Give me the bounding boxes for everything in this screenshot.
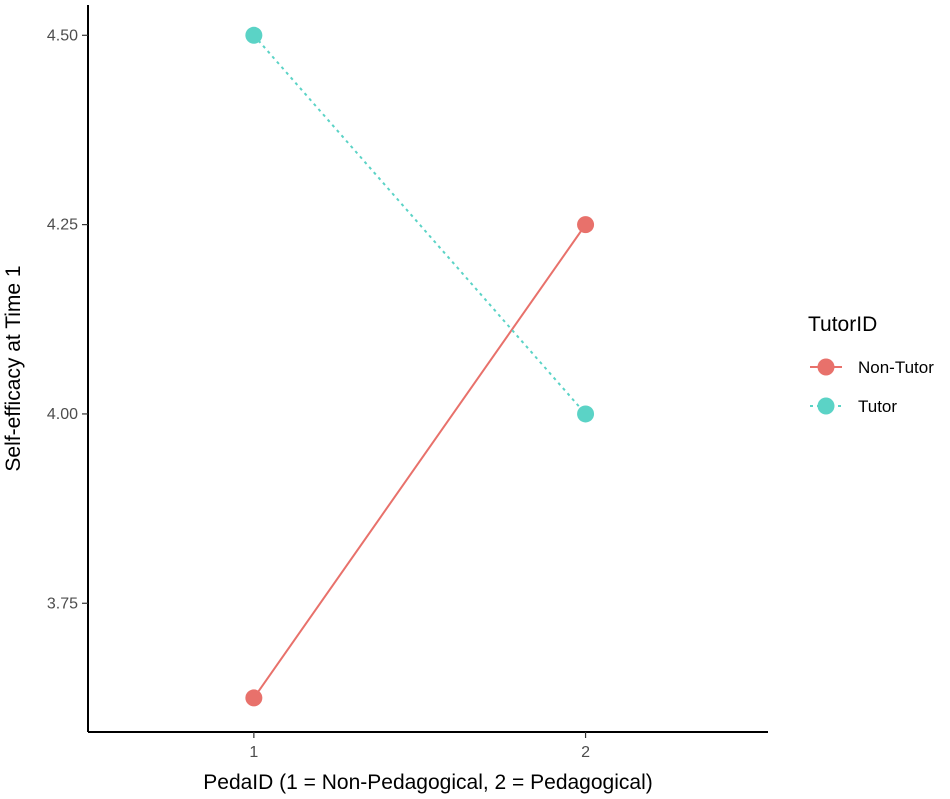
data-point-tutor <box>577 405 595 423</box>
x-axis-title: PedaID (1 = Non-Pedagogical, 2 = Pedagog… <box>203 771 652 794</box>
series-line-non-tutor <box>253 224 587 699</box>
legend: TutorID Non-Tutor Tutor <box>808 313 934 416</box>
x-tick-label: 2 <box>581 744 590 761</box>
legend-label-non-tutor: Non-Tutor <box>858 358 934 377</box>
legend-key-point-non-tutor <box>817 358 835 376</box>
data-point-tutor <box>245 26 263 44</box>
legend-title: TutorID <box>808 313 877 336</box>
series-line-tutor <box>253 34 587 415</box>
y-axis-title: Self-efficacy at Time 1 <box>2 265 25 471</box>
series-layer <box>245 26 595 707</box>
legend-label-tutor: Tutor <box>858 397 897 416</box>
legend-key-point-tutor <box>817 397 835 415</box>
data-point-non-tutor <box>577 216 595 234</box>
y-tick-label: 4.50 <box>47 27 78 44</box>
x-tick-label: 1 <box>249 744 258 761</box>
y-tick-label: 4.25 <box>47 217 78 234</box>
y-axis: 3.75 4.00 4.25 4.50 <box>47 5 89 732</box>
y-tick-label: 4.00 <box>47 406 78 423</box>
data-point-non-tutor <box>245 689 263 707</box>
y-tick-label: 3.75 <box>47 595 78 612</box>
